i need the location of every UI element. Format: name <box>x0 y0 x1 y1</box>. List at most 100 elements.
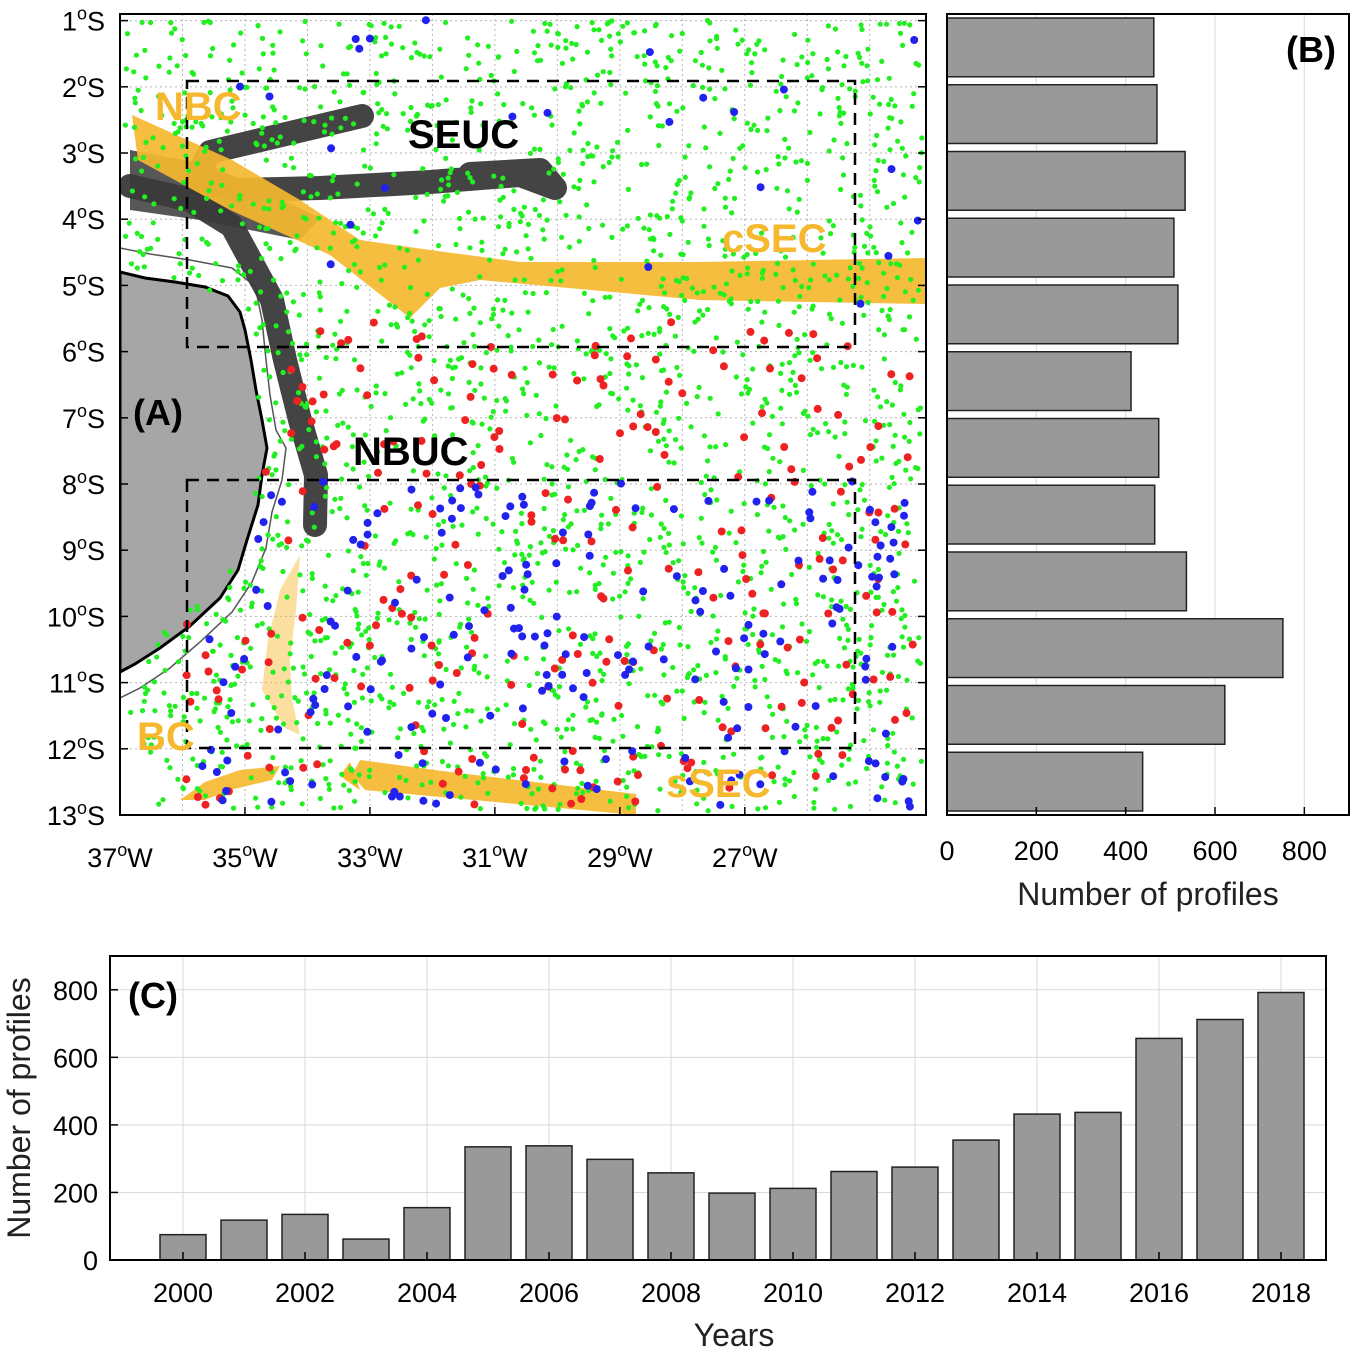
map-x-tick-label: 35oW <box>212 840 278 873</box>
map-y-tick-label: 2oS <box>62 70 105 103</box>
profile-dot-blue <box>865 505 874 514</box>
profile-dot <box>654 63 660 69</box>
profile-dot <box>305 538 311 544</box>
profile-dot <box>592 631 598 637</box>
profile-dot-red <box>737 526 746 535</box>
yearly-bar <box>586 1158 634 1261</box>
profile-dot-red <box>568 631 577 640</box>
profile-dot <box>890 443 896 449</box>
histogram-gridlines <box>1035 14 1305 815</box>
profile-dot <box>496 118 502 124</box>
profile-dot <box>150 220 156 226</box>
profile-dot <box>420 166 426 172</box>
profile-dot <box>407 310 413 316</box>
profile-dot <box>230 105 236 111</box>
profile-dot-blue <box>419 796 428 805</box>
map-y-tick-label: 11oS <box>49 666 105 699</box>
profile-dot <box>874 189 881 195</box>
profile-dot <box>590 298 596 304</box>
profile-dot <box>172 703 178 709</box>
profile-dot <box>810 261 816 267</box>
profile-dot-red <box>795 635 804 644</box>
profile-dot <box>239 221 245 227</box>
profile-dot <box>651 236 657 242</box>
profile-dot <box>635 215 641 221</box>
profile-dot <box>779 361 785 367</box>
profile-dot <box>359 695 366 701</box>
profile-dot <box>513 528 519 535</box>
profile-dot-red <box>768 771 777 780</box>
profile-dot <box>899 607 905 613</box>
profile-dot <box>763 559 769 565</box>
profile-dot <box>271 705 277 711</box>
profile-dot <box>491 173 497 179</box>
profile-dot <box>707 395 713 401</box>
histogram-bar <box>946 217 1175 278</box>
profile-dot <box>259 588 265 594</box>
profile-dot <box>483 350 489 356</box>
profile-dot <box>613 549 619 555</box>
profile-dot <box>416 699 422 706</box>
profile-dot-red <box>797 374 806 383</box>
profile-dot <box>270 755 276 761</box>
profile-dot <box>265 532 271 538</box>
profile-dot <box>301 671 308 677</box>
profile-dot <box>231 805 237 811</box>
profile-dot <box>729 268 735 274</box>
profile-dot <box>404 247 410 253</box>
profile-dot <box>834 729 840 735</box>
profile-dot <box>470 586 476 592</box>
profile-dot <box>451 698 457 705</box>
profile-dot <box>846 756 852 762</box>
profile-dot <box>831 137 837 143</box>
profile-dot <box>523 233 529 239</box>
profile-dot <box>893 460 899 467</box>
profile-dot <box>487 257 493 263</box>
profile-dot-red <box>414 353 423 362</box>
profile-dot <box>301 117 307 124</box>
profile-dot <box>347 82 353 88</box>
profile-dot <box>666 619 672 625</box>
profile-dot <box>412 609 418 616</box>
profile-dot-blue <box>327 144 336 153</box>
profile-dot <box>408 636 414 643</box>
map-x-ticks: 37oW 35oW 33oW 31oW 29oW 27oW <box>87 807 778 873</box>
profile-dot <box>365 560 371 567</box>
profile-dot <box>470 464 476 471</box>
profile-dot <box>327 195 333 201</box>
profile-dot-red <box>869 675 878 684</box>
profile-dot <box>400 111 406 117</box>
profile-dot <box>124 31 131 37</box>
profile-dot <box>596 735 603 742</box>
profile-dot <box>270 536 276 542</box>
profile-dot <box>263 85 269 91</box>
profile-dot <box>275 350 281 356</box>
profile-dot <box>345 548 351 554</box>
profile-dot <box>692 319 698 325</box>
profile-dot-red <box>265 763 274 772</box>
profile-dot-blue <box>198 762 207 771</box>
profile-dot-blue <box>480 606 489 615</box>
profile-dot <box>445 363 451 369</box>
profile-dot <box>826 429 832 435</box>
profile-dot <box>205 18 211 24</box>
profile-dot <box>755 298 761 304</box>
profile-dot <box>763 167 769 173</box>
profile-dot <box>722 246 729 252</box>
profile-dot <box>662 290 668 296</box>
profile-dot <box>280 369 286 376</box>
profile-dot <box>536 212 543 219</box>
profile-dot-red <box>561 415 569 424</box>
profile-dot <box>324 435 330 441</box>
profile-dot <box>280 800 286 806</box>
profile-dot <box>519 551 525 558</box>
panel-label-c: (C) <box>128 975 178 1016</box>
profile-dot <box>609 234 615 240</box>
profile-dot <box>271 67 277 73</box>
profile-dot <box>607 798 613 804</box>
profile-dot <box>485 790 491 796</box>
profile-dot <box>495 224 502 230</box>
yearly-x-tick-label: 2014 <box>1007 1278 1067 1308</box>
profile-dot <box>859 481 865 488</box>
bc-arrow-lower <box>180 766 280 800</box>
